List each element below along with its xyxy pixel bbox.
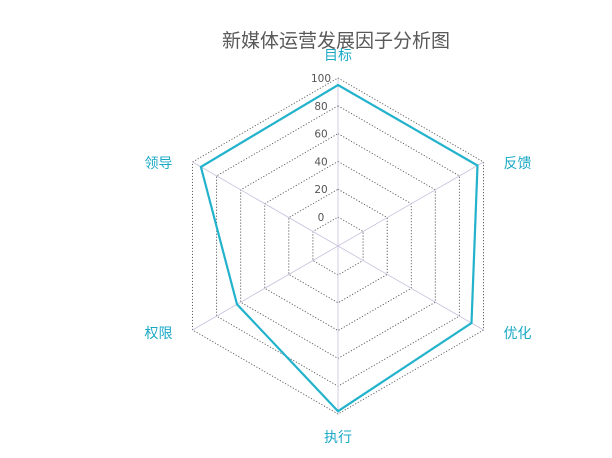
axis-line-2 [192,161,484,331]
category-label-5: 领导 [145,156,173,172]
tick-label-3: 60 [314,129,327,141]
category-label-3: 执行 [324,430,352,446]
category-label-0: 目标 [324,48,352,64]
tick-label-5: 100 [311,73,331,85]
tick-label-1: 20 [314,184,327,196]
tick-label-2: 40 [314,156,327,168]
category-label-1: 反馈 [504,156,532,172]
series-layer [199,83,479,413]
category-label-2: 优化 [504,326,532,342]
tick-label-4: 80 [314,101,327,113]
series-line-0 [199,83,479,413]
tick-label-0: 0 [318,212,325,224]
tick-label-layer: 0 20 40 60 80 100 [311,73,331,224]
axis-layer [192,78,484,414]
chart-title: 新媒体运营发展因子分析图 [221,30,450,52]
category-label-4: 权限 [145,326,173,342]
